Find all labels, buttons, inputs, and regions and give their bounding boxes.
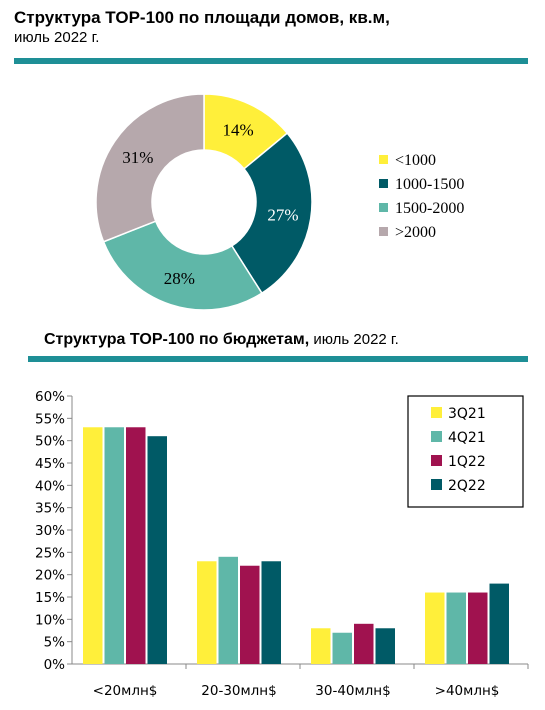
bar-legend-label: 4Q21: [448, 430, 486, 446]
bar-legend-label: 1Q22: [448, 454, 486, 470]
donut-legend-swatch: [379, 227, 388, 236]
bar: [489, 583, 509, 664]
donut-legend-label: <1000: [395, 152, 436, 169]
y-tick-label: 10%: [35, 612, 65, 628]
y-tick-label: 55%: [35, 411, 65, 427]
bar-legend-swatch: [431, 455, 442, 466]
bar: [126, 427, 146, 664]
donut-slice: [95, 93, 205, 243]
donut-slice-label: 27%: [267, 206, 298, 225]
bar: [425, 592, 445, 664]
bar-legend-label: 2Q22: [448, 478, 486, 494]
bar: [261, 561, 281, 664]
bar: [197, 561, 217, 664]
y-tick-label: 50%: [35, 434, 65, 450]
y-tick-label: 5%: [44, 635, 66, 651]
y-tick-label: 25%: [35, 545, 65, 561]
donut-legend-swatch: [379, 179, 388, 188]
bar-title-main: Структура TOP-100 по бюджетам,: [44, 331, 310, 348]
y-tick-label: 60%: [35, 389, 65, 405]
bar: [446, 592, 466, 664]
y-tick-label: 35%: [35, 501, 65, 517]
title-rule-top: [14, 58, 528, 64]
x-category-label: 30-40млн$: [315, 683, 390, 699]
bar: [240, 565, 260, 664]
y-tick-label: 30%: [35, 523, 65, 539]
donut-title-sub: июль 2022 г.: [14, 29, 100, 46]
donut-legend-swatch: [379, 155, 388, 164]
donut-slice: [230, 132, 313, 295]
y-tick-label: 0%: [44, 657, 66, 673]
bar-legend-swatch: [431, 479, 442, 490]
bar-legend-swatch: [431, 431, 442, 442]
donut-slice-label: 14%: [222, 121, 253, 140]
donut-slice-label: 31%: [122, 148, 153, 167]
donut-legend-label: 1500-2000: [395, 200, 464, 217]
x-category-label: >40млн$: [435, 683, 500, 699]
bar: [218, 556, 238, 664]
y-tick-label: 15%: [35, 590, 65, 606]
donut-title-main: Структура TOP-100 по площади домов, кв.м…: [14, 8, 390, 27]
donut-legend-label: >2000: [395, 224, 436, 241]
y-tick-label: 20%: [35, 568, 65, 584]
donut-slice: [102, 220, 263, 311]
donut-legend-label: 1000-1500: [395, 176, 464, 193]
bar-chart-title: Структура TOP-100 по бюджетам, июль 2022…: [44, 331, 399, 349]
y-tick-label: 45%: [35, 456, 65, 472]
x-category-label: 20-30млн$: [201, 683, 276, 699]
bar-title-rest: июль 2022 г.: [309, 331, 399, 348]
bar: [375, 628, 395, 664]
bar: [468, 592, 488, 664]
donut-chart-title: Структура TOP-100 по площади домов, кв.м…: [14, 8, 390, 46]
bar: [311, 628, 331, 664]
donut-legend-swatch: [379, 203, 388, 212]
bar-legend-box: [407, 395, 524, 508]
bar: [104, 427, 124, 664]
y-tick-label: 40%: [35, 478, 65, 494]
title-rule-bottom: [28, 356, 528, 362]
bar: [354, 623, 374, 664]
bar: [83, 427, 103, 664]
bar: [147, 436, 167, 664]
donut-slice-label: 28%: [164, 269, 195, 288]
bar-legend-swatch: [431, 407, 442, 418]
bar: [332, 632, 352, 664]
bar-legend-label: 3Q21: [448, 406, 486, 422]
x-category-label: <20млн$: [93, 683, 158, 699]
